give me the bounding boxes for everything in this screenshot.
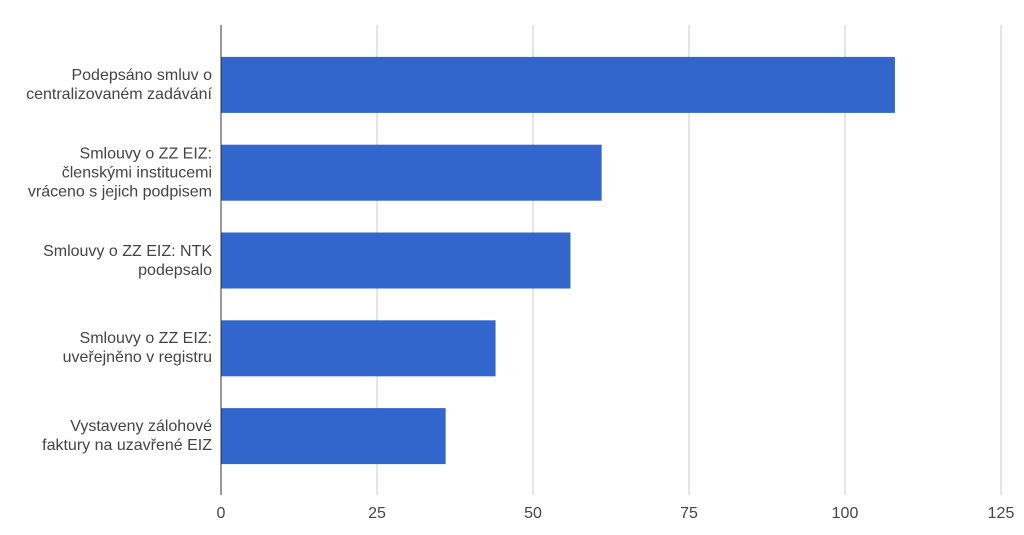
- y-tick-label: Podepsáno smluv o centralizovaném zadává…: [26, 66, 212, 103]
- bar: [221, 320, 496, 377]
- y-tick-label: Smlouvy o ZZ EIZ: NTK podepsalo: [43, 242, 212, 279]
- x-tick-label: 75: [680, 505, 698, 522]
- y-tick-label: Smlouvy o ZZ EIZ: členskými institucemi …: [27, 145, 212, 201]
- y-tick-label: Smlouvy o ZZ EIZ: uveřejněno v registru: [62, 330, 212, 367]
- x-tick-label: 0: [217, 505, 226, 522]
- x-tick-label: 25: [368, 505, 386, 522]
- x-tick-label: 50: [524, 505, 542, 522]
- bar: [221, 408, 446, 465]
- x-tick-label: 125: [988, 505, 1015, 522]
- y-tick-label: Vystaveny zálohové faktury na uzavřené E…: [42, 418, 212, 455]
- bar: [221, 56, 895, 113]
- bar: [221, 144, 602, 201]
- bar: [221, 232, 571, 289]
- x-tick-label: 100: [832, 505, 859, 522]
